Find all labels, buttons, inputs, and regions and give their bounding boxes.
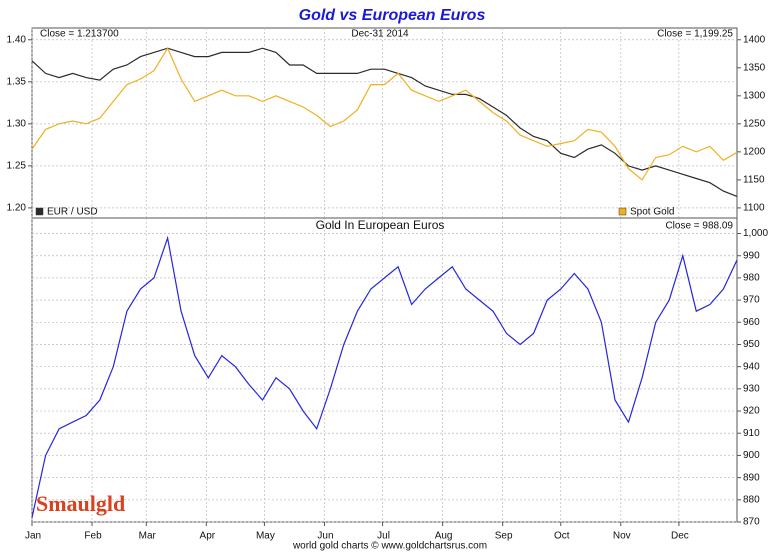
series-line bbox=[31, 46, 738, 181]
legend-swatch bbox=[618, 207, 627, 216]
chart-title: Gold vs European Euros bbox=[299, 7, 486, 24]
y-tick-label: 910 bbox=[743, 428, 760, 439]
series-line bbox=[31, 47, 738, 197]
y2-tick-label: 1300 bbox=[743, 90, 766, 101]
legend-label: EUR / USD bbox=[47, 207, 98, 218]
y-tick-label: 960 bbox=[743, 317, 760, 328]
panel-title: Gold In European Euros bbox=[316, 218, 445, 232]
annotation: Close = 1.213700 bbox=[40, 29, 119, 40]
series-line bbox=[31, 235, 738, 518]
plot-area bbox=[31, 27, 738, 219]
y-tick-label: 1.20 bbox=[7, 203, 27, 214]
y-tick-label: 1.30 bbox=[7, 118, 27, 129]
x-tick-label: Sep bbox=[495, 531, 513, 542]
plot-area bbox=[31, 217, 738, 523]
legend-swatch bbox=[35, 207, 44, 216]
x-tick-label: Oct bbox=[554, 531, 570, 542]
y-tick-label: 1.25 bbox=[7, 161, 27, 172]
y-tick-label: 1,000 bbox=[743, 228, 768, 239]
y-tick-label: 1.35 bbox=[7, 76, 27, 87]
x-tick-label: Dec bbox=[671, 531, 689, 542]
annotation: Dec-31 2014 bbox=[351, 29, 409, 40]
y-tick-label: 950 bbox=[743, 339, 760, 350]
y2-tick-label: 1250 bbox=[743, 118, 766, 129]
source: world gold charts © www.goldchartsrus.co… bbox=[292, 541, 487, 552]
y-tick-label: 870 bbox=[743, 517, 760, 528]
x-tick-label: Nov bbox=[613, 531, 631, 542]
y-tick-label: 980 bbox=[743, 273, 760, 284]
x-tick-label: Mar bbox=[139, 531, 157, 542]
annotation: Close = 988.09 bbox=[665, 221, 733, 232]
y2-tick-label: 1200 bbox=[743, 147, 766, 158]
y-tick-label: 1.40 bbox=[7, 34, 27, 45]
x-tick-label: Apr bbox=[200, 531, 216, 542]
x-tick-label: Jan bbox=[25, 531, 41, 542]
x-tick-label: Feb bbox=[84, 531, 102, 542]
x-tick-label: Jul bbox=[377, 531, 390, 542]
y-tick-label: 900 bbox=[743, 450, 760, 461]
x-tick-label: Jun bbox=[317, 531, 333, 542]
legend-label: Spot Gold bbox=[630, 207, 674, 218]
y-tick-label: 990 bbox=[743, 250, 760, 261]
x-tick-label: May bbox=[256, 531, 275, 542]
y2-tick-label: 1350 bbox=[743, 62, 766, 73]
y-tick-label: 930 bbox=[743, 384, 760, 395]
y-tick-label: 890 bbox=[743, 472, 760, 483]
watermark: Smaulgld bbox=[36, 491, 125, 516]
y2-tick-label: 1150 bbox=[743, 175, 765, 186]
y2-tick-label: 1400 bbox=[743, 34, 766, 45]
y-tick-label: 940 bbox=[743, 361, 760, 372]
x-tick-label: Aug bbox=[435, 531, 453, 542]
annotation: Close = 1,199.25 bbox=[657, 29, 733, 40]
y-tick-label: 920 bbox=[743, 406, 760, 417]
y2-tick-label: 1100 bbox=[743, 203, 765, 214]
y-tick-label: 880 bbox=[743, 494, 760, 505]
y-tick-label: 970 bbox=[743, 295, 760, 306]
